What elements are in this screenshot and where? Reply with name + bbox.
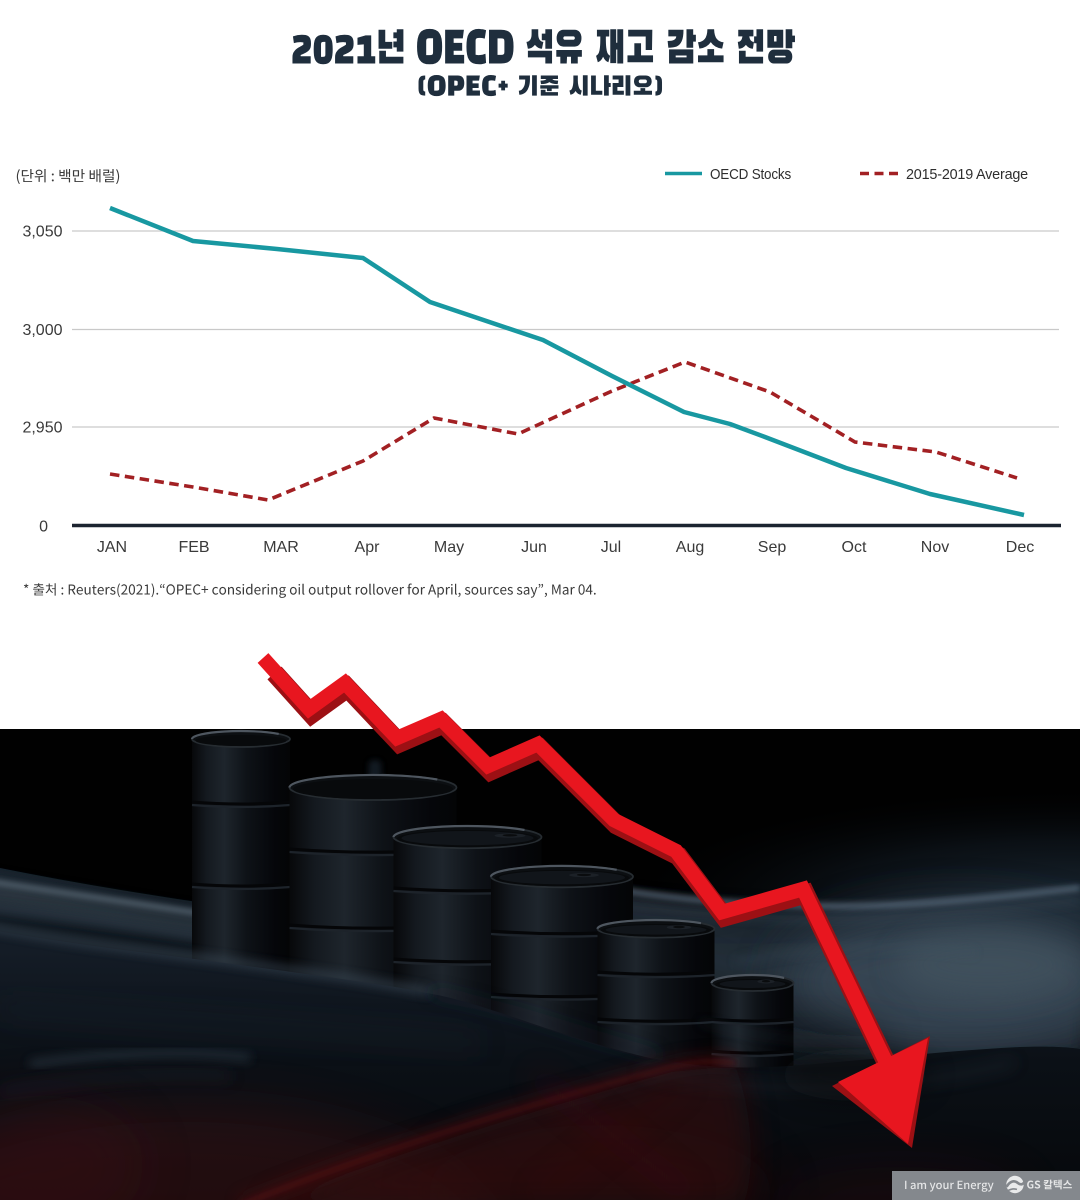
svg-text:Jul: Jul <box>601 539 621 556</box>
svg-text:Sep: Sep <box>758 539 787 556</box>
svg-text:MAR: MAR <box>263 539 299 556</box>
svg-text:Aug: Aug <box>676 539 704 556</box>
svg-text:FEB: FEB <box>178 539 209 556</box>
svg-text:3,000: 3,000 <box>22 322 62 339</box>
svg-text:Apr: Apr <box>355 539 381 556</box>
svg-text:2015-2019 Average: 2015-2019 Average <box>906 166 1028 183</box>
svg-text:JAN: JAN <box>97 539 127 556</box>
svg-text:May: May <box>434 539 464 556</box>
svg-text:Oct: Oct <box>842 539 867 556</box>
svg-text:Nov: Nov <box>921 539 949 556</box>
svg-text:OECD Stocks: OECD Stocks <box>710 166 791 183</box>
svg-text:3,050: 3,050 <box>22 224 62 241</box>
svg-text:Dec: Dec <box>1006 539 1034 556</box>
svg-text:0: 0 <box>39 519 48 536</box>
svg-text:Jun: Jun <box>521 539 547 556</box>
svg-text:2,950: 2,950 <box>22 420 62 437</box>
